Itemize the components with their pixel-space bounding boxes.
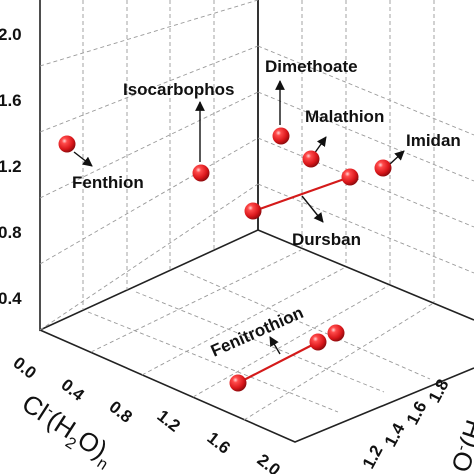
z-tick-label: 1.6 <box>0 91 22 110</box>
x-tick-label: 2.0 <box>254 450 284 474</box>
data-point-isocarbophos <box>192 164 210 182</box>
data-point-malathion <box>302 150 320 168</box>
data-point-dimethoate <box>272 127 290 145</box>
data-point-fenitrothion-c <box>327 324 345 342</box>
y-tick-label: 1.4 <box>381 420 409 450</box>
z-tick-label: 0.4 <box>0 289 22 308</box>
dursban-connector <box>253 175 351 213</box>
data-point-dursban-b <box>341 168 359 186</box>
data-point-imidan <box>374 159 392 177</box>
fenitrothion-connector <box>237 341 319 384</box>
y-tick-label: 1.8 <box>425 376 453 406</box>
y-title-text: O <box>445 447 474 474</box>
x-tick-label: 0.0 <box>10 353 40 383</box>
y-tick-label: 1.2 <box>359 442 387 472</box>
x-tick-label: 1.2 <box>154 406 184 436</box>
data-point-fenthion <box>58 135 76 153</box>
z-tick-label: 0.8 <box>0 223 22 242</box>
imidan-arrow <box>389 150 405 165</box>
annotation-imidan: Imidan <box>406 131 461 150</box>
x-tick-label: 1.6 <box>204 428 234 458</box>
x-axis-title: Cl-(H2O)n <box>14 388 120 474</box>
svg-text:Cl-(H2O)n: Cl-(H2O)n <box>14 388 120 474</box>
data-point-fenitrothion-b <box>309 333 327 351</box>
y-axis-title: O-(H <box>445 416 474 474</box>
floor-front-edge <box>39 329 474 443</box>
annotations: Fenthion Isocarbophos Dimethoate Malathi… <box>72 57 461 361</box>
z-axis-ticks: 2.0 1.6 1.2 0.8 0.4 <box>0 25 22 308</box>
z-tick-label: 1.2 <box>0 157 22 176</box>
x-tick-label: 0.4 <box>58 375 89 405</box>
y-title-rest: (H <box>453 416 474 451</box>
floor-right-edge <box>257 229 474 321</box>
malathion-arrow <box>313 136 327 155</box>
annotation-dursban: Dursban <box>292 230 361 249</box>
x-tick-label: 0.8 <box>106 397 136 427</box>
svg-text:O-(H: O-(H <box>445 416 474 474</box>
data-points <box>58 127 392 392</box>
box-frame <box>39 0 474 443</box>
annotation-fenthion: Fenthion <box>72 173 144 192</box>
annotation-dimethoate: Dimethoate <box>265 57 358 76</box>
back-left-wall <box>39 0 259 332</box>
annotation-isocarbophos: Isocarbophos <box>123 80 234 99</box>
fenitrothion-arrow <box>269 336 281 355</box>
fenthion-arrow <box>73 151 93 167</box>
dursban-arrow <box>301 195 324 223</box>
y-tick-label: 1.6 <box>403 398 431 428</box>
z-tick-label: 2.0 <box>0 25 22 44</box>
data-point-fenitrothion-a <box>229 374 247 392</box>
annotation-arrows <box>73 80 405 355</box>
y-title-sup: - <box>452 443 470 453</box>
grid-lines <box>39 0 474 421</box>
connectors <box>237 175 351 384</box>
data-point-dursban-a <box>244 202 262 220</box>
y-axis-ticks: 1.2 1.4 1.6 1.8 <box>359 376 453 472</box>
annotation-malathion: Malathion <box>305 107 384 126</box>
